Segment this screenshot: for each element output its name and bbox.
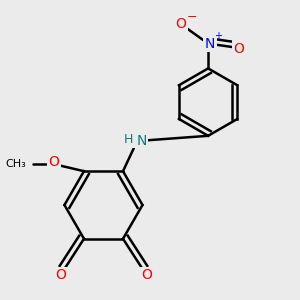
Text: O: O [55,268,66,282]
Text: O: O [141,268,152,282]
Text: N: N [136,134,147,148]
Text: O: O [175,17,186,31]
Text: H: H [124,133,133,146]
Text: O: O [233,42,244,56]
Text: O: O [48,155,59,169]
Text: N: N [205,37,215,51]
Text: CH₃: CH₃ [5,159,26,169]
Text: +: + [214,31,222,41]
Text: −: − [187,11,197,23]
